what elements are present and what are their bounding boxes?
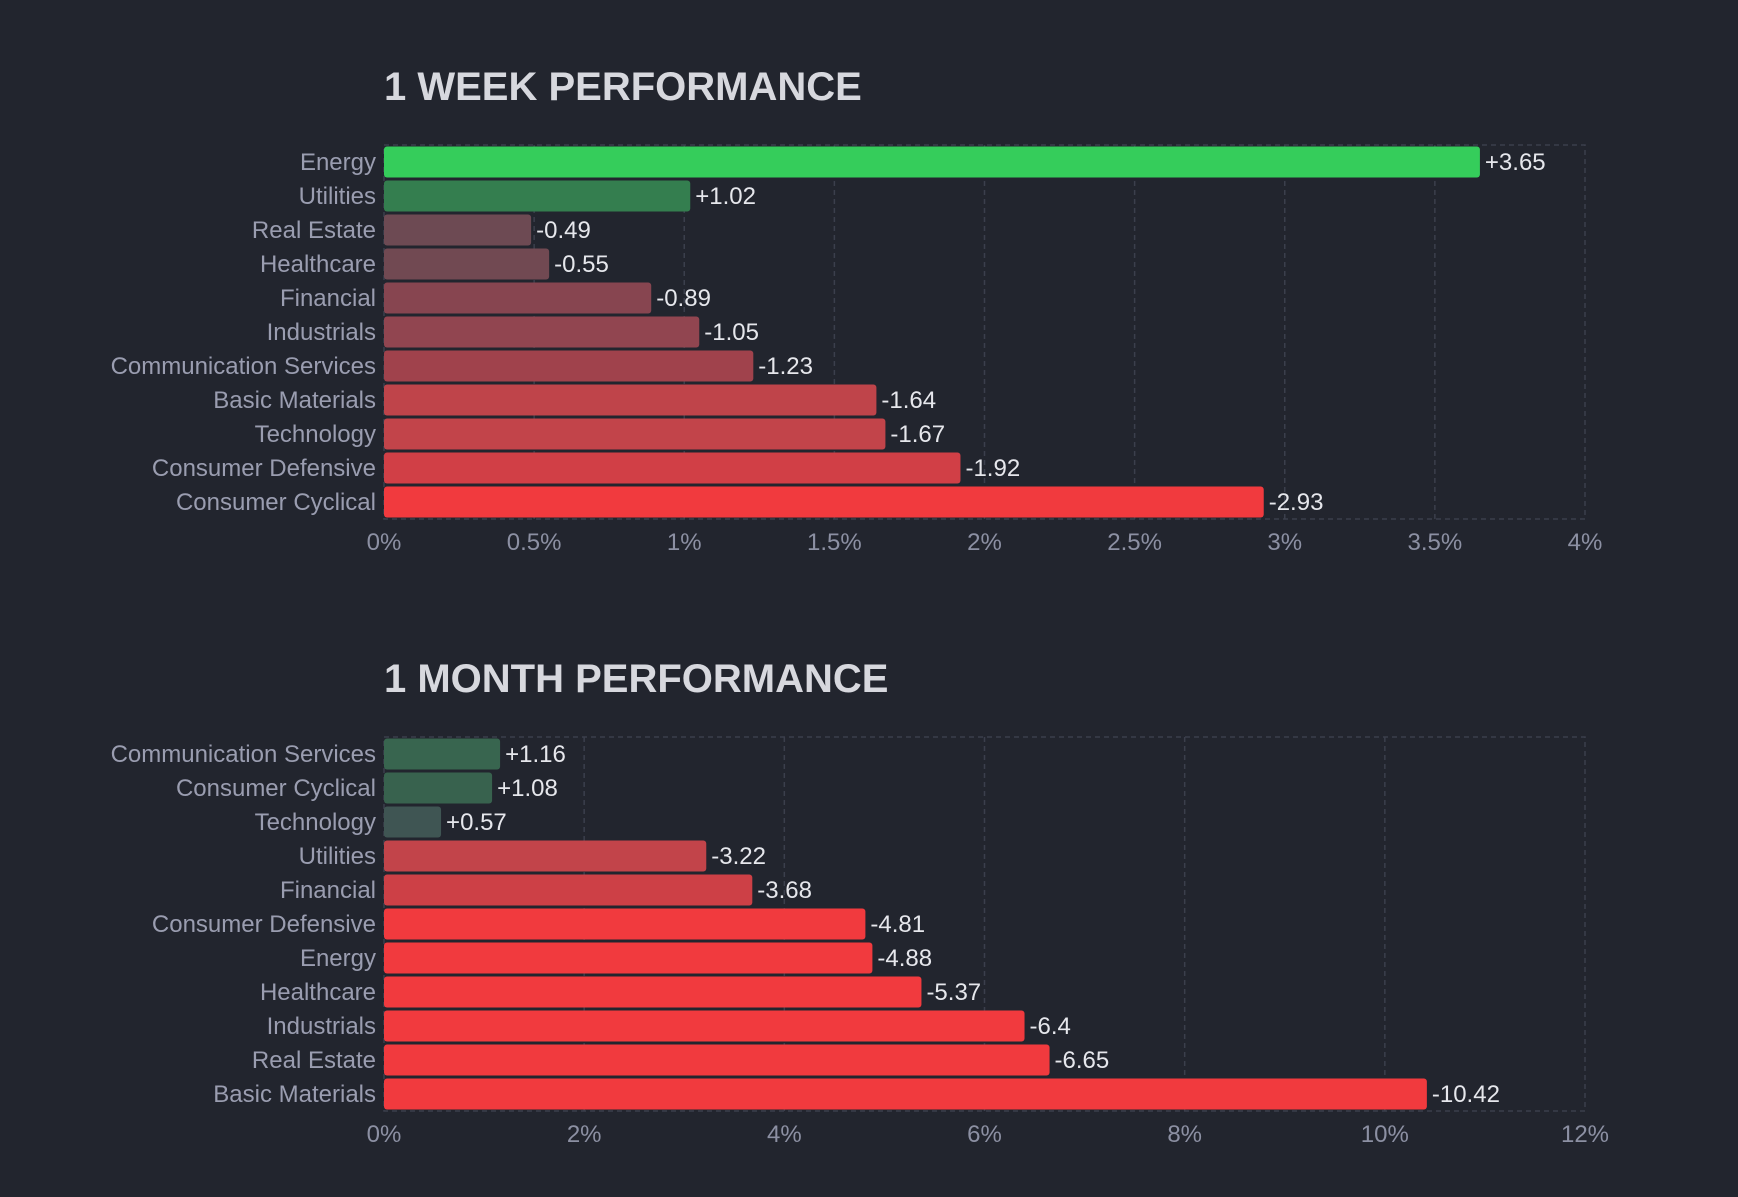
x-tick-label: 8% <box>1167 1121 1202 1148</box>
bar <box>384 874 753 906</box>
category-label: Healthcare <box>260 251 376 278</box>
value-label: +1.16 <box>505 741 566 768</box>
value-label: -1.23 <box>758 353 813 380</box>
category-label: Technology <box>255 421 376 448</box>
x-tick-label: 2% <box>967 529 1002 556</box>
value-label: +1.02 <box>695 183 756 210</box>
x-tick-label: 1.5% <box>807 529 862 556</box>
chart-1: 1 WEEK PERFORMANCE 0% 0.5% 1% 1.5% 2% 2.5% 3% 3.… <box>111 65 1603 556</box>
bar <box>384 1078 1427 1110</box>
bar <box>384 282 652 314</box>
bar <box>384 146 1480 178</box>
value-label: -2.93 <box>1269 489 1324 516</box>
chart-title: 1 MONTH PERFORMANCE <box>384 657 888 701</box>
category-label: Consumer Defensive <box>152 911 376 938</box>
category-label: Industrials <box>267 319 376 346</box>
value-label: -6.4 <box>1030 1013 1071 1040</box>
category-label: Basic Materials <box>213 1081 376 1108</box>
x-tick-label: 4% <box>767 1121 802 1148</box>
bar <box>384 976 922 1008</box>
category-label: Communication Services <box>111 353 376 380</box>
value-label: +0.57 <box>446 809 507 836</box>
x-tick-label: 3.5% <box>1408 529 1463 556</box>
x-tick-label: 0% <box>367 529 402 556</box>
value-label: -4.81 <box>870 911 925 938</box>
value-label: -1.67 <box>890 421 945 448</box>
chart-2: 1 MONTH PERFORMANCE 0% 2% 4% 6% 8% 10% 12% Commu… <box>111 657 1609 1148</box>
value-label: -5.37 <box>926 979 981 1006</box>
bar <box>384 738 501 770</box>
bar <box>384 1010 1025 1042</box>
value-label: -3.68 <box>757 877 812 904</box>
category-label: Basic Materials <box>213 387 376 414</box>
category-label: Industrials <box>267 1013 376 1040</box>
x-tick-label: 0.5% <box>507 529 562 556</box>
value-label: -6.65 <box>1055 1047 1110 1074</box>
value-label: -10.42 <box>1432 1081 1500 1108</box>
category-label: Energy <box>300 149 376 176</box>
x-tick-label: 6% <box>967 1121 1002 1148</box>
bar <box>384 942 873 974</box>
x-tick-label: 2% <box>567 1121 602 1148</box>
value-label: -0.55 <box>554 251 609 278</box>
value-label: -4.88 <box>877 945 932 972</box>
category-label: Consumer Cyclical <box>176 775 376 802</box>
bar <box>384 772 493 804</box>
category-label: Healthcare <box>260 979 376 1006</box>
x-tick-label: 12% <box>1561 1121 1609 1148</box>
bar <box>384 418 886 450</box>
x-tick-label: 4% <box>1568 529 1603 556</box>
value-label: -1.64 <box>881 387 936 414</box>
x-tick-label: 1% <box>667 529 702 556</box>
value-label: +1.08 <box>497 775 558 802</box>
bar <box>384 806 442 838</box>
bar <box>384 350 754 382</box>
category-label: Consumer Cyclical <box>176 489 376 516</box>
category-label: Energy <box>300 945 376 972</box>
category-label: Utilities <box>299 843 376 870</box>
x-tick-label: 2.5% <box>1107 529 1162 556</box>
category-label: Financial <box>280 285 376 312</box>
bar <box>384 840 707 872</box>
category-label: Technology <box>255 809 376 836</box>
category-label: Communication Services <box>111 741 376 768</box>
value-label: +3.65 <box>1485 149 1546 176</box>
bar <box>384 316 700 348</box>
x-tick-label: 0% <box>367 1121 402 1148</box>
value-label: -1.92 <box>965 455 1020 482</box>
value-label: -1.05 <box>704 319 759 346</box>
x-tick-label: 3% <box>1267 529 1302 556</box>
bar <box>384 180 691 212</box>
category-label: Financial <box>280 877 376 904</box>
bar <box>384 452 961 484</box>
bar <box>384 486 1264 518</box>
bar <box>384 384 877 416</box>
bar <box>384 1044 1050 1076</box>
category-label: Real Estate <box>252 1047 376 1074</box>
value-label: -3.22 <box>711 843 766 870</box>
bar <box>384 908 866 940</box>
chart-title: 1 WEEK PERFORMANCE <box>384 65 862 109</box>
category-label: Utilities <box>299 183 376 210</box>
bar <box>384 248 550 280</box>
category-label: Consumer Defensive <box>152 455 376 482</box>
value-label: -0.49 <box>536 217 591 244</box>
value-label: -0.89 <box>656 285 711 312</box>
bar <box>384 214 532 246</box>
category-label: Real Estate <box>252 217 376 244</box>
x-tick-label: 10% <box>1361 1121 1409 1148</box>
